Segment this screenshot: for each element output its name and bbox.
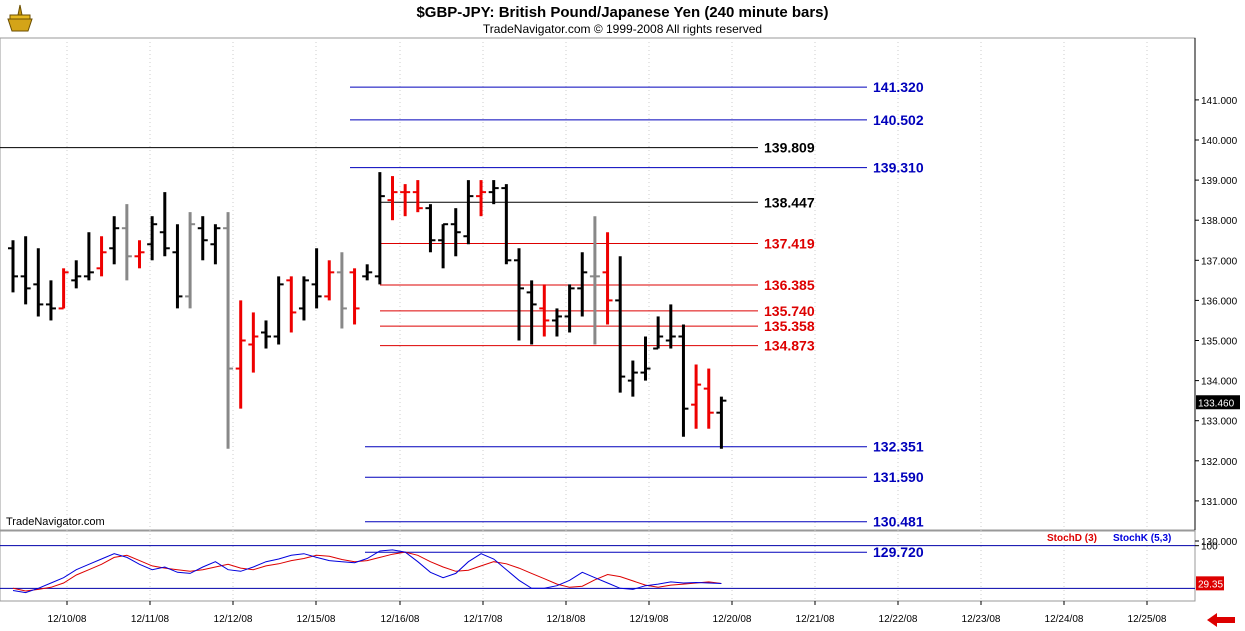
y-tick-label: 134.000 [1201,377,1238,388]
osc-last-value-label: 29.35 [1198,579,1223,590]
y-tick-label: 138.000 [1201,216,1238,227]
level-label: 135.740 [764,303,815,319]
level-label: 132.351 [873,439,924,455]
x-tick-label: 12/17/08 [464,614,503,625]
y-tick-label: 132.000 [1201,457,1238,468]
y-tick-label: 133.000 [1201,417,1238,428]
chart-title: $GBP-JPY: British Pound/Japanese Yen (24… [416,4,829,21]
y-tick-label: 139.000 [1201,176,1238,187]
y-tick-label: 136.000 [1201,296,1238,307]
y-tick-label: 137.000 [1201,256,1238,267]
x-tick-label: 12/24/08 [1045,614,1084,625]
level-label: 137.419 [764,235,815,251]
stochk-line [12,549,722,594]
copyright-text: TradeNavigator.com © 1999-2008 All right… [482,22,763,36]
y-tick-label: 141.000 [1201,96,1238,107]
legend-stochk: StochK (5,3) [1113,533,1171,544]
x-tick-label: 12/21/08 [796,614,835,625]
stochd-line [12,551,722,592]
level-label: 139.310 [873,160,924,176]
level-label: 130.481 [873,514,924,530]
x-tick-label: 12/22/08 [879,614,918,625]
x-tick-label: 12/18/08 [547,614,586,625]
level-label: 136.385 [764,277,815,293]
watermark: TradeNavigator.com [6,516,105,528]
x-tick-label: 12/15/08 [297,614,336,625]
oscillator-panel [0,530,1196,602]
legend-stochd: StochD (3) [1047,533,1097,544]
x-tick-label: 12/11/08 [131,614,170,625]
x-tick-label: 12/16/08 [381,614,420,625]
level-label: 139.809 [764,140,815,156]
level-label: 131.590 [873,469,924,485]
x-tick-label: 12/20/08 [713,614,752,625]
level-label: 135.358 [764,318,815,334]
x-tick-label: 12/19/08 [630,614,669,625]
trade-navigator-logo-icon [7,4,33,32]
x-tick-label: 12/12/08 [214,614,253,625]
level-label: 138.447 [764,194,815,210]
level-label: 141.320 [873,79,924,95]
x-tick-label: 12/25/08 [1128,614,1167,625]
y-tick-label: 131.000 [1201,497,1238,508]
level-label: 140.502 [873,112,924,128]
scroll-right-arrow-icon[interactable] [1205,612,1237,628]
last-price-box [1196,395,1240,410]
level-label: 134.873 [764,338,815,354]
osc-tick-label: 100 [1201,542,1218,553]
y-tick-label: 140.000 [1201,136,1238,147]
x-tick-label: 12/10/08 [48,614,87,625]
price-panel [0,37,1196,531]
osc-last-value-box [1196,576,1224,591]
last-price-label: 133.460 [1198,398,1235,409]
y-tick-label: 130.000 [1201,537,1238,548]
y-tick-label: 135.000 [1201,337,1238,348]
x-tick-label: 12/23/08 [962,614,1001,625]
level-label: 129.720 [873,544,924,560]
